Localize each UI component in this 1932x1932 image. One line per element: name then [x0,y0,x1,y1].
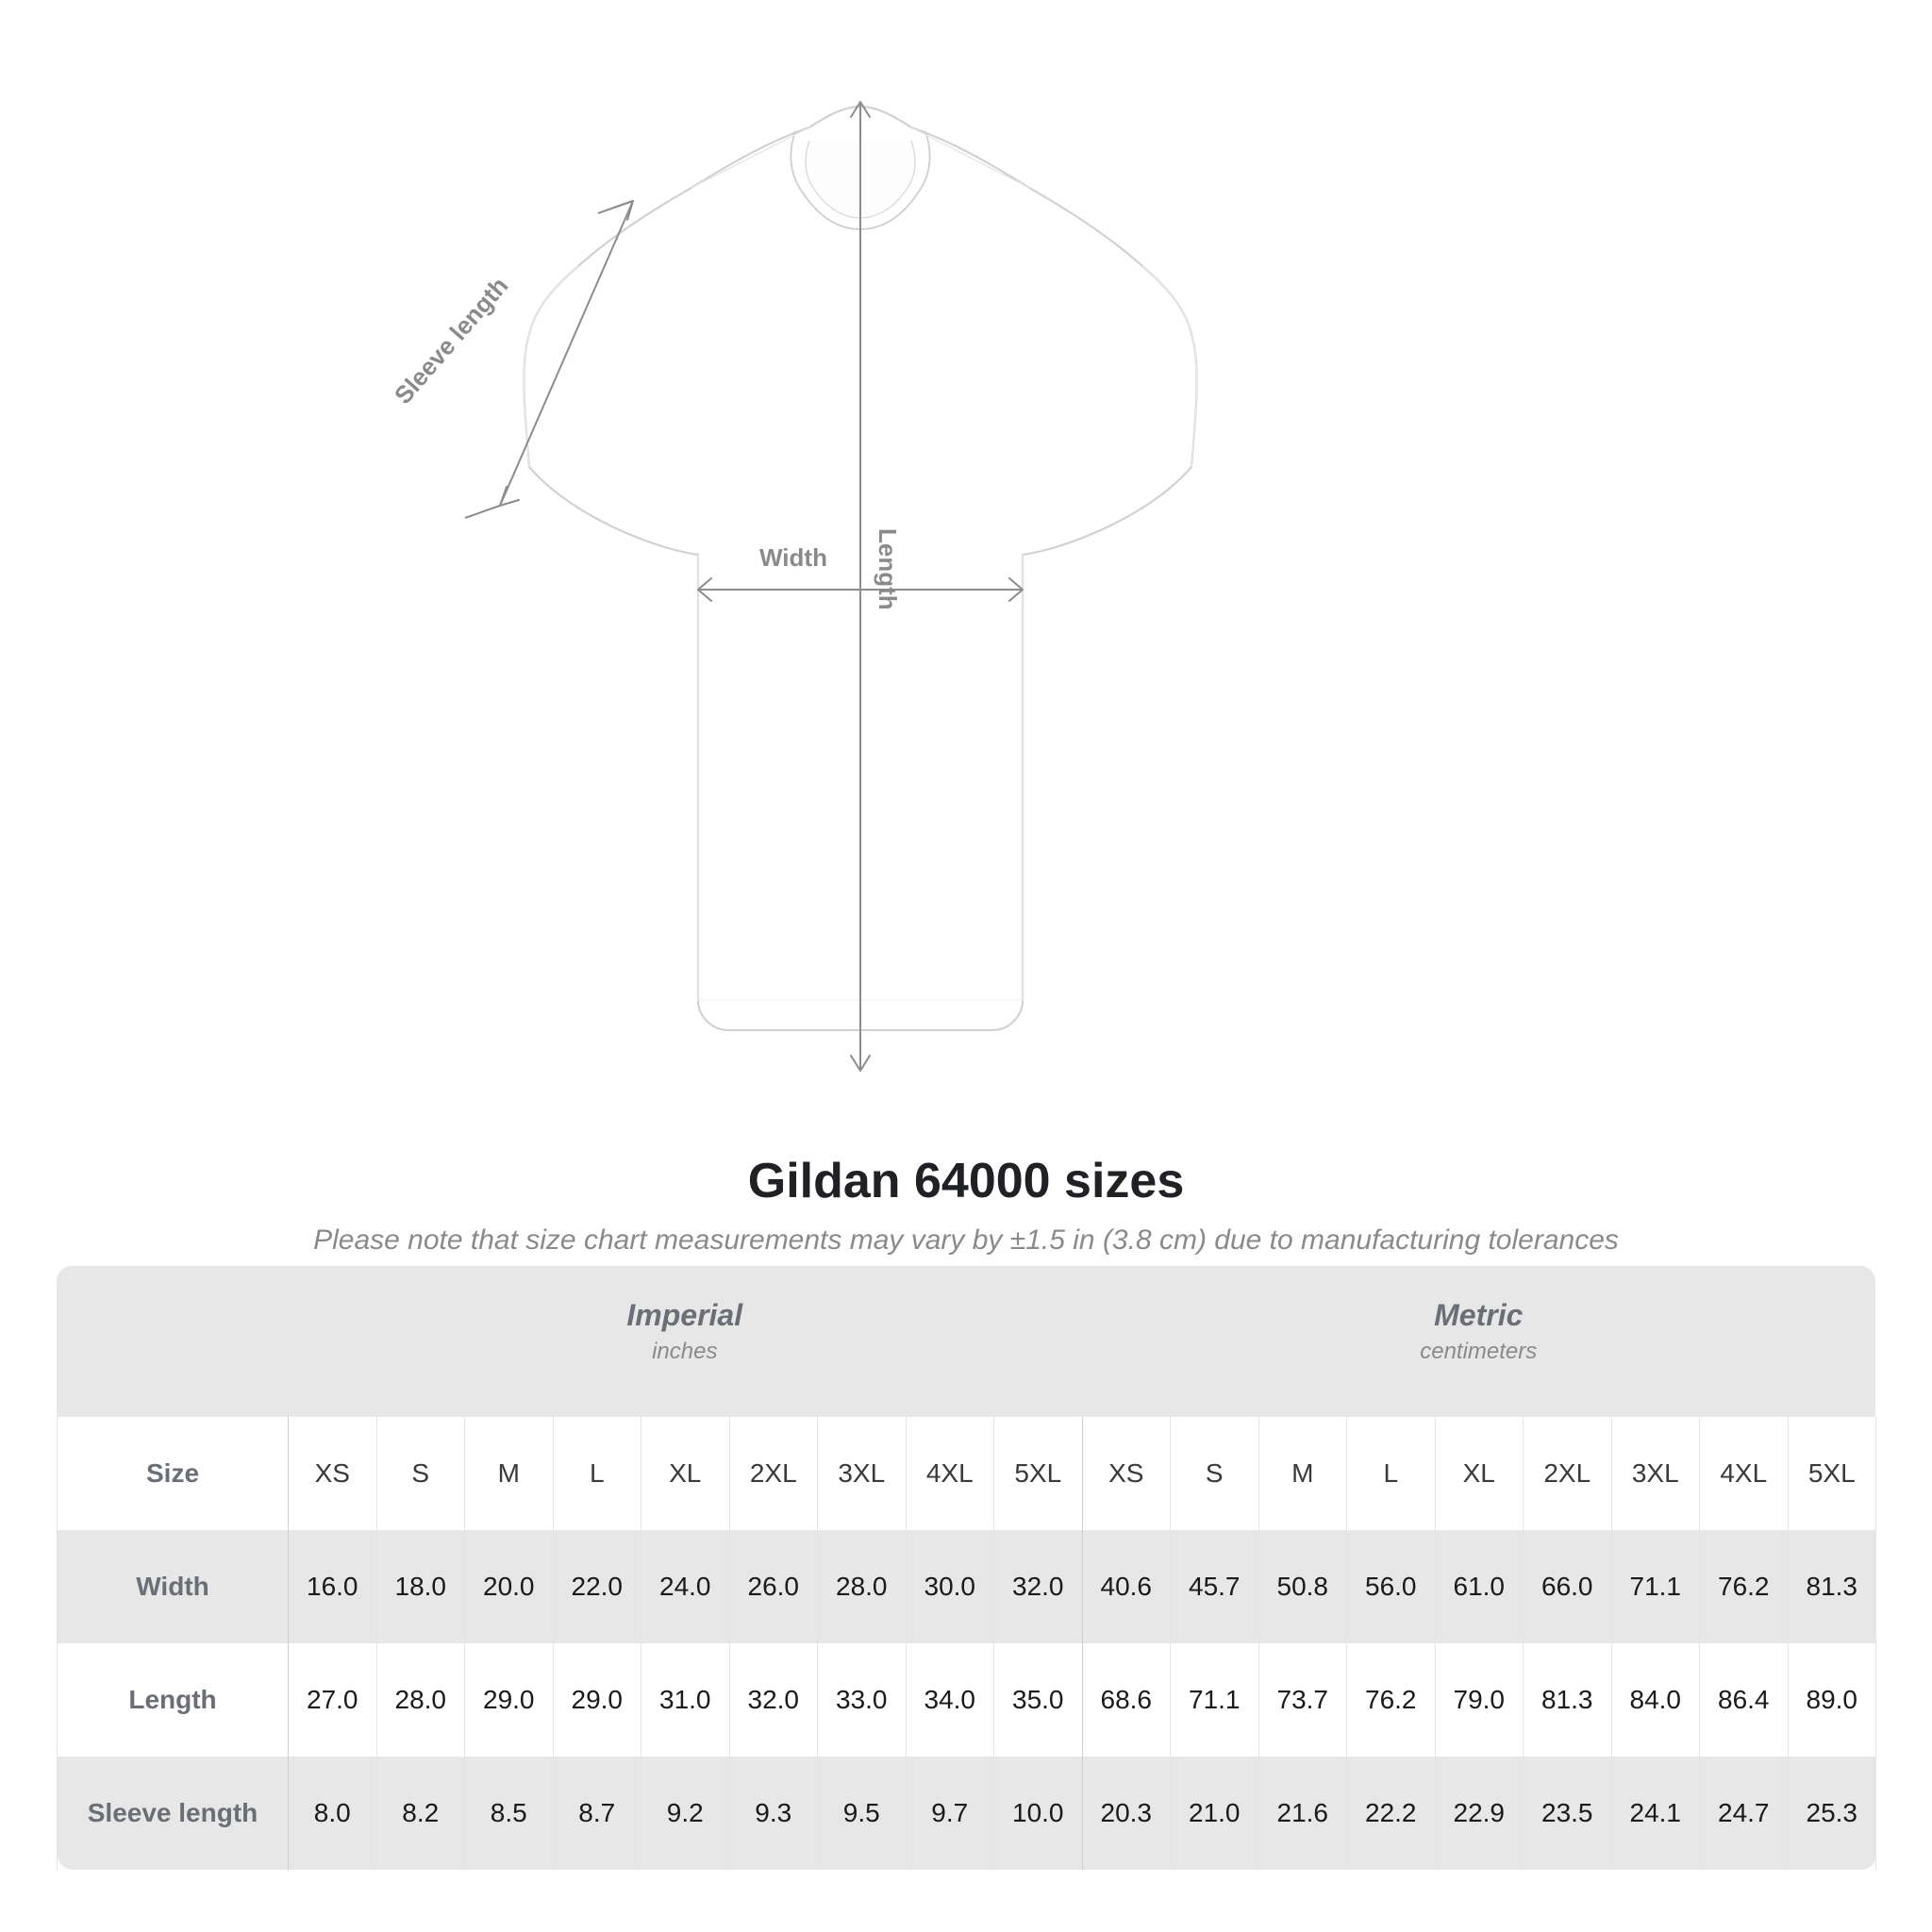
svg-text:Length: Length [874,528,902,610]
svg-text:Width: Width [759,543,827,572]
svg-text:Sleeve length: Sleeve length [389,272,514,409]
